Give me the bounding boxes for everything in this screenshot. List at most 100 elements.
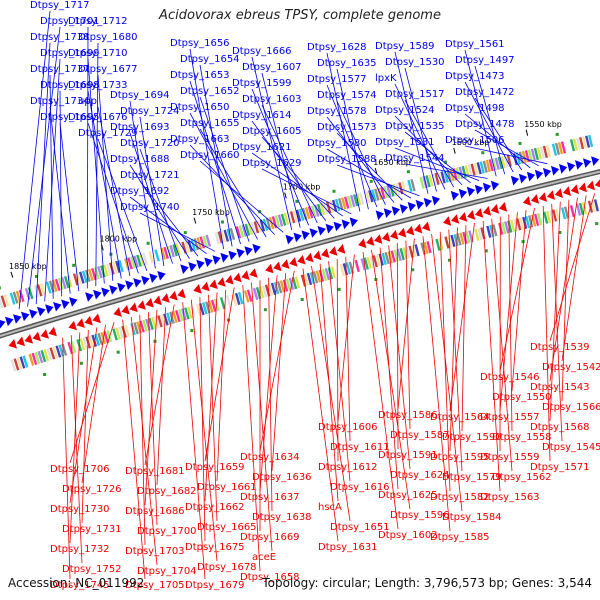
top-gene-leader bbox=[199, 128, 267, 238]
forward-gene-arrow bbox=[85, 292, 94, 302]
bottom-gene-leader bbox=[144, 304, 175, 466]
reverse-cog-strip bbox=[474, 228, 480, 241]
reverse-cog-strip bbox=[303, 273, 310, 286]
reverse-gene-arrow bbox=[84, 315, 93, 326]
forward-cog-strip bbox=[154, 249, 160, 262]
rna-marker bbox=[518, 141, 522, 145]
forward-gene-arrow bbox=[309, 228, 318, 238]
forward-cog-strip bbox=[401, 181, 407, 194]
reverse-cog-strip bbox=[234, 292, 241, 306]
forward-gene-arrow bbox=[117, 282, 126, 293]
bottom-gene-leader bbox=[204, 292, 218, 502]
reverse-cog-strip bbox=[396, 248, 402, 262]
forward-gene-arrow bbox=[5, 316, 14, 327]
bottom-gene-label: Dtpsy_1665 bbox=[197, 522, 257, 533]
reverse-cog-strip bbox=[34, 351, 41, 365]
bottom-gene-label: Dtpsy_1726 bbox=[62, 484, 122, 495]
bottom-gene-leader bbox=[431, 233, 463, 512]
reverse-cog-strip bbox=[366, 256, 372, 269]
top-gene-leader bbox=[404, 131, 471, 184]
bottom-gene-label: Dtpsy_1584 bbox=[442, 512, 502, 523]
rna-marker bbox=[448, 258, 451, 262]
reverse-cog-strip bbox=[112, 328, 118, 341]
forward-gene-arrow bbox=[133, 278, 142, 288]
bottom-gene-leader bbox=[396, 242, 399, 450]
forward-cog-strip bbox=[365, 190, 371, 204]
top-gene-leader bbox=[18, 10, 51, 310]
forward-gene-arrow bbox=[482, 182, 492, 193]
forward-gene-arrow bbox=[458, 188, 468, 199]
bottom-gene-label: Dtpsy_1624 bbox=[390, 470, 450, 481]
top-gene-label: Dtpsy_1698 bbox=[40, 80, 100, 91]
reverse-cog-strip bbox=[537, 213, 543, 226]
reverse-cog-strip bbox=[578, 202, 585, 216]
reverse-cog-strip bbox=[142, 319, 148, 332]
reverse-cog-strip bbox=[285, 278, 292, 291]
top-gene-leader bbox=[261, 136, 335, 219]
reverse-gene-arrow bbox=[241, 270, 250, 280]
reverse-gene-arrow bbox=[289, 257, 298, 267]
reverse-cog-strip bbox=[291, 276, 298, 290]
top-gene-label: Dtpsy_1588 bbox=[317, 154, 377, 165]
bottom-gene-label: Dtpsy_1631 bbox=[318, 542, 378, 553]
bottom-gene-label: Dtpsy_1579 bbox=[442, 472, 502, 483]
reverse-gene-arrow bbox=[225, 274, 234, 285]
bottom-gene-label: Dtpsy_1591 bbox=[378, 450, 438, 461]
top-gene-label: lpxK bbox=[375, 73, 397, 84]
forward-cog-strip bbox=[87, 268, 94, 282]
top-gene-leader bbox=[326, 52, 361, 212]
top-gene-leader bbox=[95, 42, 99, 287]
bottom-gene-label: Dtpsy_1678 bbox=[197, 562, 257, 573]
top-gene-label: Dtpsy_1720 bbox=[120, 138, 180, 149]
bottom-gene-leader bbox=[182, 302, 206, 580]
rna-marker bbox=[411, 268, 415, 272]
bottom-gene-label: Dtpsy_1595 bbox=[430, 452, 490, 463]
reverse-cog-strip bbox=[369, 255, 375, 269]
forward-gene-arrow bbox=[252, 243, 261, 254]
forward-cog-strip bbox=[241, 224, 248, 237]
top-gene-label: Dtpsy_1729 bbox=[78, 128, 138, 139]
forward-gene-arrow bbox=[244, 246, 253, 256]
forward-cog-strip bbox=[277, 214, 284, 227]
reverse-cog-strip bbox=[37, 350, 44, 364]
forward-cog-strip bbox=[238, 225, 245, 238]
top-gene-leader bbox=[464, 49, 497, 177]
forward-cog-strip bbox=[353, 194, 359, 207]
top-gene-label: Dtpsy_1666 bbox=[232, 46, 292, 57]
bottom-gene-leader bbox=[81, 324, 106, 484]
reverse-cog-strip bbox=[411, 244, 417, 258]
top-gene-label: Dtpsy_1710 bbox=[68, 48, 128, 59]
forward-gene-arrow bbox=[236, 248, 245, 258]
reverse-gene-arrow bbox=[443, 216, 452, 226]
reverse-cog-strip bbox=[444, 236, 450, 249]
kbp-tick bbox=[374, 168, 378, 175]
forward-cog-strip bbox=[139, 253, 145, 266]
top-gene-leader bbox=[251, 56, 293, 230]
reverse-gene-arrow bbox=[121, 304, 130, 315]
reverse-gene-arrow bbox=[321, 248, 330, 258]
forward-gene-arrow bbox=[101, 287, 110, 298]
forward-cog-strip bbox=[289, 211, 296, 224]
top-gene-leader bbox=[139, 180, 199, 257]
bottom-gene-label: Dtpsy_1542 bbox=[542, 362, 600, 373]
rna-marker bbox=[369, 179, 373, 183]
top-gene-label: Dtpsy_1738 bbox=[30, 32, 90, 43]
reverse-gene-arrow bbox=[209, 279, 218, 289]
bottom-gene-label: Dtpsy_1587 bbox=[390, 430, 450, 441]
reverse-gene-arrow bbox=[451, 214, 460, 224]
reverse-cog-strip bbox=[309, 272, 316, 285]
reverse-gene-arrow bbox=[467, 210, 476, 220]
forward-cog-strip bbox=[205, 234, 212, 247]
forward-cog-strip bbox=[127, 257, 133, 270]
forward-gene-arrow bbox=[293, 232, 302, 243]
reverse-gene-arrow bbox=[16, 336, 25, 347]
bottom-gene-leader bbox=[449, 222, 475, 412]
rna-marker bbox=[595, 222, 599, 226]
bottom-gene-label: Dtpsy_1634 bbox=[240, 452, 300, 463]
forward-cog-strip bbox=[560, 141, 567, 154]
kbp-tick bbox=[525, 129, 529, 136]
top-gene-label: Dtpsy_1635 bbox=[317, 58, 377, 69]
bottom-gene-leader bbox=[62, 337, 71, 580]
reverse-gene-arrow bbox=[474, 208, 484, 218]
reverse-gene-arrow bbox=[522, 196, 532, 206]
